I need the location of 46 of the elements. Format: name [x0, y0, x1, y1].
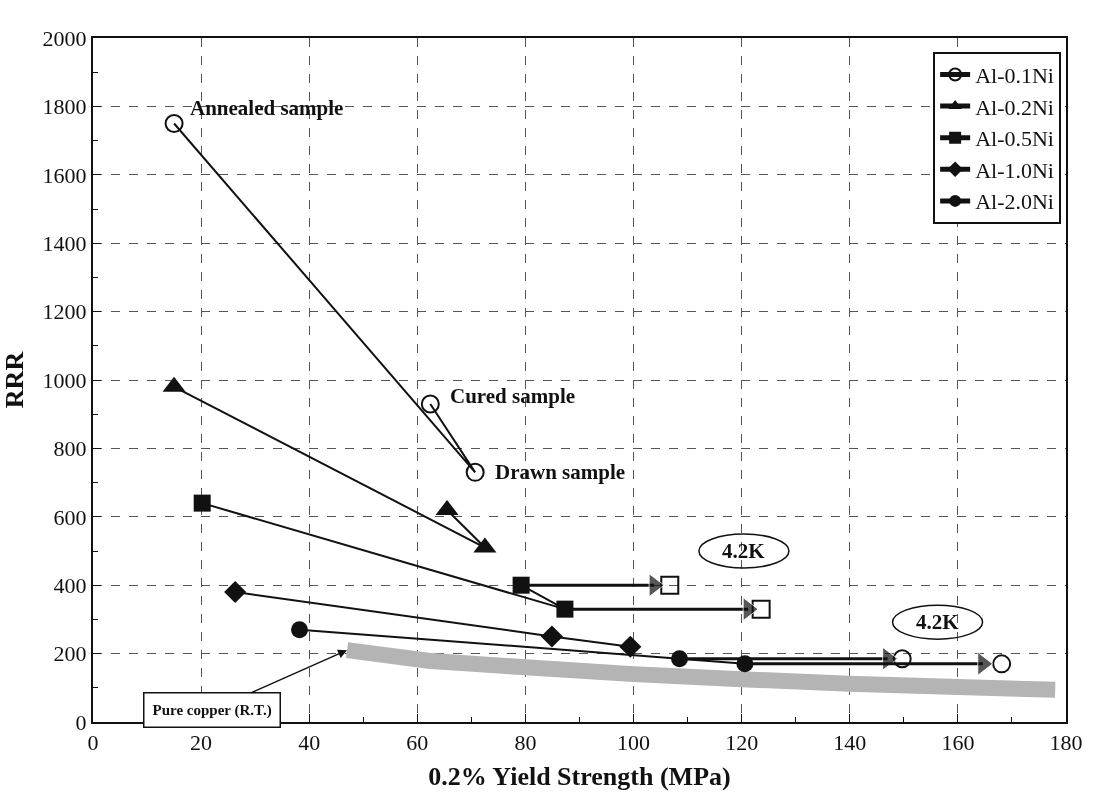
- point: [193, 494, 211, 512]
- point: [540, 625, 563, 648]
- legend-label: Al-0.5Ni: [975, 126, 1054, 152]
- y-tick-label: 1200: [42, 299, 87, 325]
- point: [556, 600, 574, 618]
- y-tick-label: 1800: [42, 94, 87, 120]
- annotation: Cured sample: [450, 384, 576, 408]
- point: [465, 462, 485, 482]
- x-tick-label: 120: [725, 730, 759, 756]
- point: [512, 576, 530, 594]
- point: [164, 114, 184, 133]
- y-tick-label: 400: [53, 572, 87, 598]
- point: [992, 654, 1012, 674]
- x-tick-label: 100: [617, 730, 651, 756]
- y-tick-label: 600: [53, 504, 87, 530]
- y-tick-label: 800: [53, 436, 87, 462]
- y-tick-label: 0: [75, 709, 87, 735]
- y-axis-title: RRR: [0, 351, 29, 409]
- point: [420, 394, 440, 414]
- x-tick-label: 140: [833, 730, 867, 756]
- annotation: Pure copper (R.T.): [152, 701, 272, 719]
- annotation: 4.2K: [916, 610, 960, 634]
- y-tick-label: 1400: [42, 230, 87, 256]
- annotation: Annealed sample: [190, 96, 344, 120]
- legend-label: Al-2.0Ni: [975, 189, 1054, 215]
- point: [660, 575, 680, 595]
- x-tick-label: 80: [514, 730, 537, 756]
- x-tick-label: 160: [941, 730, 975, 756]
- x-tick-label: 20: [190, 730, 213, 756]
- y-tick-label: 1000: [42, 367, 87, 393]
- y-tick-label: 200: [53, 641, 87, 667]
- x-tick-label: 60: [406, 730, 429, 756]
- y-tick-label: 1600: [42, 162, 87, 188]
- legend-label: Al-1.0Ni: [975, 157, 1054, 183]
- x-tick-label: 40: [298, 730, 321, 756]
- x-tick-label: 180: [1049, 730, 1083, 756]
- y-tick-label: 2000: [42, 25, 87, 51]
- point: [291, 621, 308, 639]
- annotation: 4.2K: [722, 539, 766, 563]
- point: [619, 635, 642, 658]
- legend-label: Al-0.1Ni: [975, 63, 1054, 89]
- legend-label: Al-0.2Ni: [975, 94, 1054, 120]
- point: [224, 580, 247, 604]
- annotation: Drawn sample: [495, 460, 626, 484]
- point: [671, 650, 688, 668]
- x-axis-title: 0.2% Yield Strength (MPa): [428, 761, 731, 791]
